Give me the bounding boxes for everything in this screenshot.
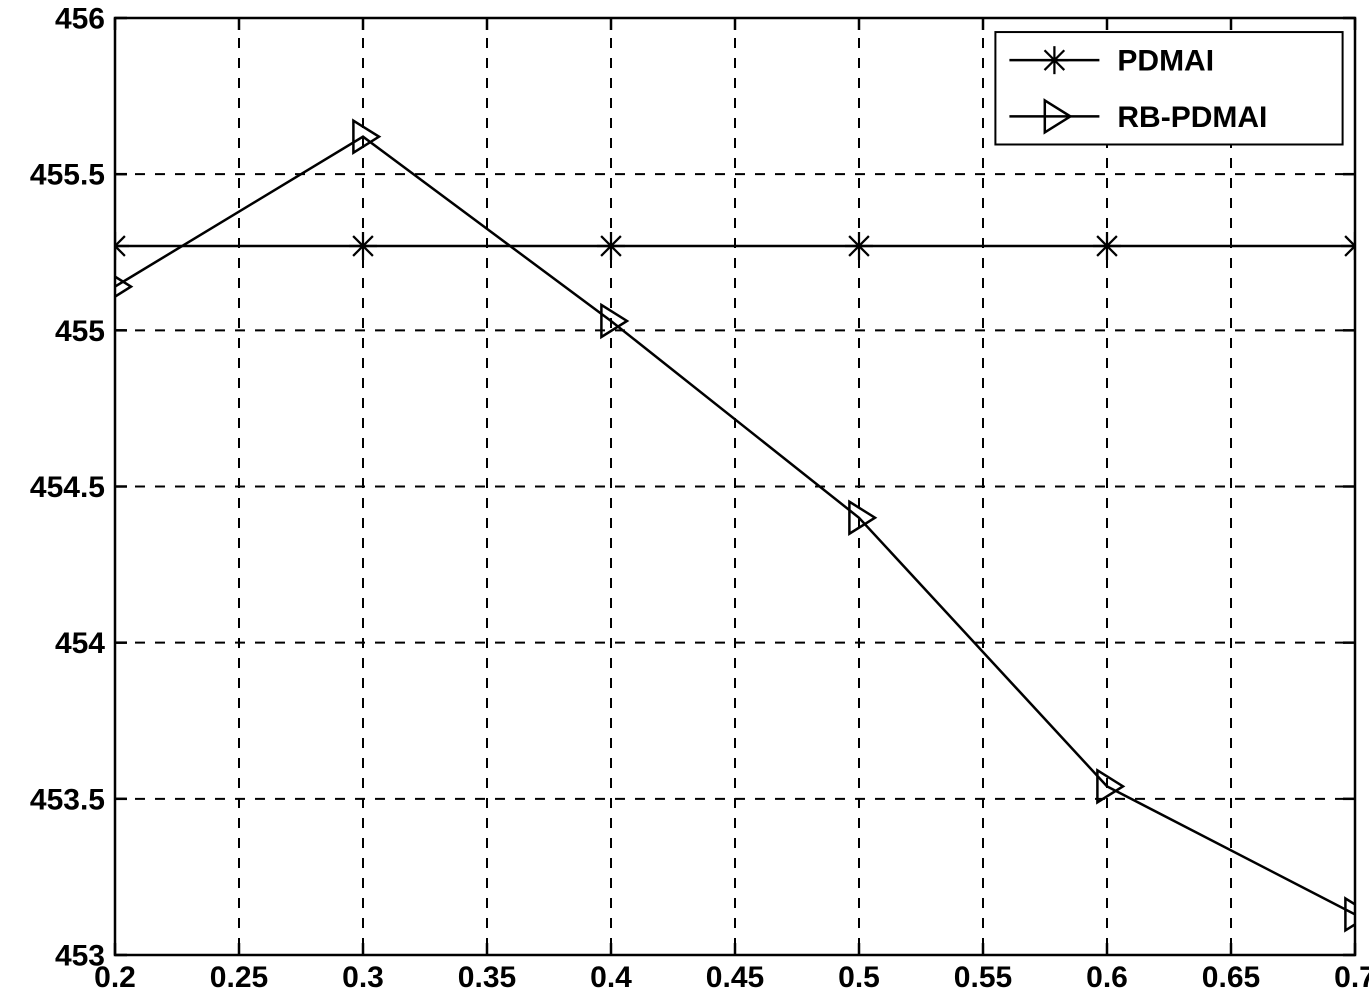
x-tick-label: 0.65 (1202, 961, 1260, 990)
y-tick-label: 455.5 (30, 159, 105, 192)
legend: PDMAI RB-PDMAI (995, 32, 1342, 144)
x-tick-label: 0.4 (590, 961, 632, 990)
x-tick-label: 0.35 (458, 961, 516, 990)
line-chart: 0.20.250.30.350.40.450.50.550.60.650.745… (0, 0, 1369, 990)
y-tick-label: 456 (55, 3, 105, 36)
x-tick-label: 0.45 (706, 961, 764, 990)
y-tick-label: 453.5 (30, 783, 105, 816)
x-tick-label: 0.6 (1086, 961, 1128, 990)
x-tick-label: 0.5 (838, 961, 880, 990)
x-tick-label: 0.3 (342, 961, 384, 990)
x-tick-label: 0.25 (210, 961, 268, 990)
y-tick-label: 455 (55, 315, 105, 348)
chart-container: 0.20.250.30.350.40.450.50.550.60.650.745… (0, 0, 1369, 990)
y-tick-label: 454.5 (30, 471, 105, 504)
x-tick-label: 0.55 (954, 961, 1012, 990)
legend-label: PDMAI (1117, 45, 1214, 78)
y-tick-label: 454 (55, 627, 105, 660)
x-tick-label: 0.7 (1334, 961, 1369, 990)
y-tick-label: 453 (55, 940, 105, 973)
legend-label: RB-PDMAI (1117, 101, 1267, 134)
